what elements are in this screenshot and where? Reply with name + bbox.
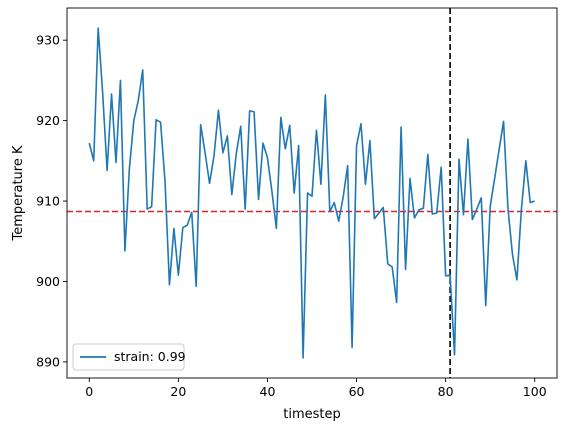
- series-layer: [88, 27, 536, 359]
- legend-box: [72, 343, 185, 371]
- y-axis-ticks: 890 900 910 920 930: [36, 33, 67, 369]
- plot-frame: [66, 7, 558, 379]
- y-tick-label: 890: [36, 354, 60, 369]
- x-tick-label: 80: [438, 384, 454, 399]
- y-tick-label: 920: [36, 113, 60, 128]
- x-tick-label: 100: [523, 384, 547, 399]
- x-tick-label: 60: [349, 384, 365, 399]
- y-tick-label: 900: [36, 274, 60, 289]
- x-axis-ticks: 0 20 40 60 80 100: [85, 378, 547, 399]
- x-tick-label: 20: [170, 384, 186, 399]
- y-tick-label: 930: [36, 33, 60, 48]
- series-line: [88, 27, 536, 359]
- y-axis-label: Temperature K: [11, 145, 26, 241]
- x-axis-label: timestep: [283, 407, 341, 422]
- x-tick-label: 0: [85, 384, 93, 399]
- legend: strain: 0.99: [72, 343, 186, 371]
- x-tick-label: 40: [260, 384, 276, 399]
- y-tick-label: 910: [36, 194, 60, 209]
- legend-label: strain: 0.99: [114, 349, 186, 364]
